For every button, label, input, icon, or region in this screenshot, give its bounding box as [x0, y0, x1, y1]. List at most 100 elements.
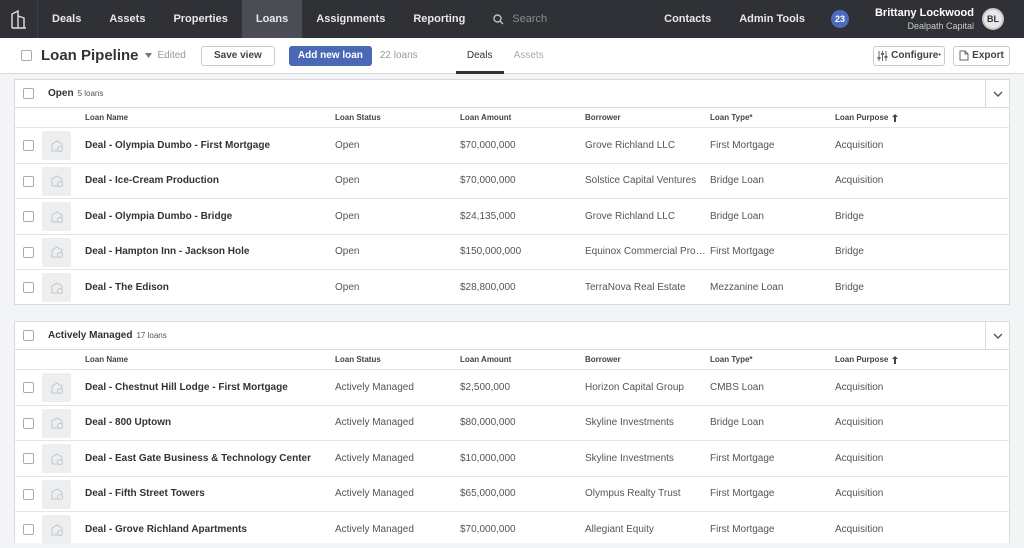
- col-loan-type[interactable]: Loan Type*: [710, 355, 753, 364]
- nav-reporting[interactable]: Reporting: [413, 13, 466, 25]
- save-view-button[interactable]: Save view: [200, 45, 275, 66]
- row-checkbox[interactable]: [23, 417, 34, 429]
- row-checkbox[interactable]: [23, 140, 34, 151]
- row-checkbox[interactable]: [23, 488, 34, 500]
- deal-thumbnail[interactable]: [42, 373, 71, 402]
- rows-container: Deal - Chestnut Hill Lodge - First Mortg…: [15, 370, 1009, 548]
- table-row[interactable]: Deal - East Gate Business & Technology C…: [15, 441, 1009, 477]
- export-button[interactable]: Export: [953, 45, 1010, 66]
- app-logo[interactable]: [0, 0, 38, 38]
- row-checkbox[interactable]: [23, 282, 34, 293]
- building-image-icon: [51, 452, 63, 465]
- sort-arrow-up-icon: [892, 113, 899, 122]
- chevron-down-icon[interactable]: [144, 53, 152, 58]
- table-row[interactable]: Deal - Grove Richland Apartments Actively…: [15, 512, 1009, 548]
- deal-thumbnail[interactable]: [42, 408, 71, 438]
- tab-deals[interactable]: Deals: [455, 38, 504, 74]
- deal-thumbnail[interactable]: [42, 166, 71, 196]
- table-row[interactable]: Deal - Olympia Dumbo - First Mortgage Ope…: [15, 128, 1009, 164]
- loan-name[interactable]: Deal - Olympia Dumbo - Bridge: [85, 210, 233, 222]
- loan-type: Bridge Loan: [710, 175, 764, 187]
- loan-name[interactable]: Deal - Fifth Street Towers: [85, 488, 205, 500]
- user-info[interactable]: Brittany Lockwood Dealpath Capital: [875, 7, 974, 31]
- col-loan-purpose[interactable]: Loan Purpose: [835, 113, 985, 122]
- deal-thumbnail[interactable]: [42, 273, 71, 302]
- borrower: Skyline Investments: [585, 452, 674, 464]
- row-checkbox[interactable]: [23, 211, 34, 222]
- add-new-loan-button[interactable]: Add new loan: [288, 45, 372, 66]
- loan-amount: $65,000,000: [460, 488, 516, 500]
- building-image-icon: [51, 523, 63, 536]
- row-checkbox[interactable]: [23, 453, 34, 464]
- deal-thumbnail[interactable]: [42, 479, 71, 509]
- nav-admin-tools[interactable]: Admin Tools: [739, 13, 805, 25]
- select-all-checkbox[interactable]: [21, 50, 32, 61]
- loan-name[interactable]: Deal - Hampton Inn - Jackson Hole: [85, 246, 250, 258]
- deal-thumbnail[interactable]: [42, 444, 71, 473]
- loan-name[interactable]: Deal - East Gate Business & Technology C…: [85, 452, 311, 464]
- nav-loans[interactable]: Loans: [241, 0, 303, 38]
- loan-name[interactable]: Deal - The Edison: [85, 282, 169, 294]
- loan-type: First Mortgage: [710, 246, 775, 258]
- loan-type: First Mortgage: [710, 488, 775, 500]
- table-row[interactable]: Deal - Ice-Cream Production Open $70,000,0…: [15, 164, 1009, 199]
- collapse-group-button[interactable]: [985, 80, 1009, 108]
- col-loan-name[interactable]: Loan Name: [85, 113, 129, 122]
- avatar[interactable]: BL: [982, 8, 1004, 30]
- nav-search[interactable]: Search: [479, 0, 557, 38]
- table-row[interactable]: Deal - Hampton Inn - Jackson Hole Open $15…: [15, 235, 1009, 270]
- loan-name[interactable]: Deal - Olympia Dumbo - First Mortgage: [85, 139, 271, 151]
- col-borrower[interactable]: Borrower: [585, 113, 621, 122]
- borrower: Horizon Capital Group: [585, 381, 684, 393]
- col-borrower[interactable]: Borrower: [585, 355, 621, 364]
- configure-button[interactable]: Configure •: [873, 45, 945, 66]
- loan-amount: $70,000,000: [460, 175, 516, 187]
- table-row[interactable]: Deal - Olympia Dumbo - Bridge Open $24,135…: [15, 199, 1009, 235]
- group-header[interactable]: Actively Managed 17 loans: [15, 322, 1009, 350]
- tab-assets[interactable]: Assets: [513, 50, 544, 61]
- page-title[interactable]: Loan Pipeline: [41, 47, 139, 64]
- table-row[interactable]: Deal - Chestnut Hill Lodge - First Mortg…: [15, 370, 1009, 406]
- loan-purpose: Acquisition: [835, 381, 884, 393]
- col-loan-status[interactable]: Loan Status: [335, 113, 381, 122]
- nav-contacts[interactable]: Contacts: [664, 13, 712, 25]
- col-loan-purpose[interactable]: Loan Purpose: [835, 355, 985, 364]
- deal-thumbnail[interactable]: [42, 131, 71, 160]
- loan-status: Open: [335, 282, 360, 294]
- loan-group-open: Open 5 loans Loan Name Loan Status Loan …: [14, 79, 1010, 305]
- loan-purpose: Acquisition: [835, 417, 884, 429]
- loan-status: Open: [335, 139, 360, 151]
- deal-thumbnail[interactable]: [42, 515, 71, 544]
- row-checkbox[interactable]: [23, 246, 34, 258]
- col-loan-status[interactable]: Loan Status: [335, 355, 381, 364]
- deal-thumbnail[interactable]: [42, 202, 71, 231]
- nav-deals[interactable]: Deals: [52, 13, 82, 25]
- table-row[interactable]: Deal - 800 Uptown Actively Managed $80,000…: [15, 406, 1009, 441]
- table-row[interactable]: Deal - The Edison Open $28,800,000 TerraNov…: [15, 270, 1009, 306]
- loan-purpose: Bridge: [835, 246, 864, 258]
- row-checkbox[interactable]: [23, 524, 34, 535]
- borrower: Allegiant Equity: [585, 524, 654, 536]
- collapse-group-button[interactable]: [985, 322, 1009, 350]
- row-checkbox[interactable]: [23, 382, 34, 393]
- nav-assets[interactable]: Assets: [109, 13, 146, 25]
- col-loan-amount[interactable]: Loan Amount: [460, 113, 512, 122]
- loan-name[interactable]: Deal - 800 Uptown: [85, 417, 172, 429]
- deal-thumbnail[interactable]: [42, 237, 71, 267]
- loan-amount: $28,800,000: [460, 282, 516, 294]
- col-loan-amount[interactable]: Loan Amount: [460, 355, 512, 364]
- notifications-badge[interactable]: 23: [830, 10, 849, 28]
- loan-name[interactable]: Deal - Ice-Cream Production: [85, 175, 219, 187]
- group-header[interactable]: Open 5 loans: [15, 80, 1009, 108]
- nav-properties[interactable]: Properties: [173, 13, 228, 25]
- col-loan-type[interactable]: Loan Type*: [710, 113, 753, 122]
- col-loan-name[interactable]: Loan Name: [85, 355, 129, 364]
- loan-name[interactable]: Deal - Chestnut Hill Lodge - First Mortg…: [85, 381, 288, 393]
- group-checkbox[interactable]: [23, 88, 34, 99]
- row-checkbox[interactable]: [23, 175, 34, 187]
- group-checkbox[interactable]: [23, 330, 34, 341]
- loan-name[interactable]: Deal - Grove Richland Apartments: [85, 524, 247, 536]
- table-row[interactable]: Deal - Fifth Street Towers Actively Manag…: [15, 477, 1009, 512]
- nav-assignments[interactable]: Assignments: [316, 13, 386, 25]
- search-placeholder[interactable]: Search: [512, 13, 548, 25]
